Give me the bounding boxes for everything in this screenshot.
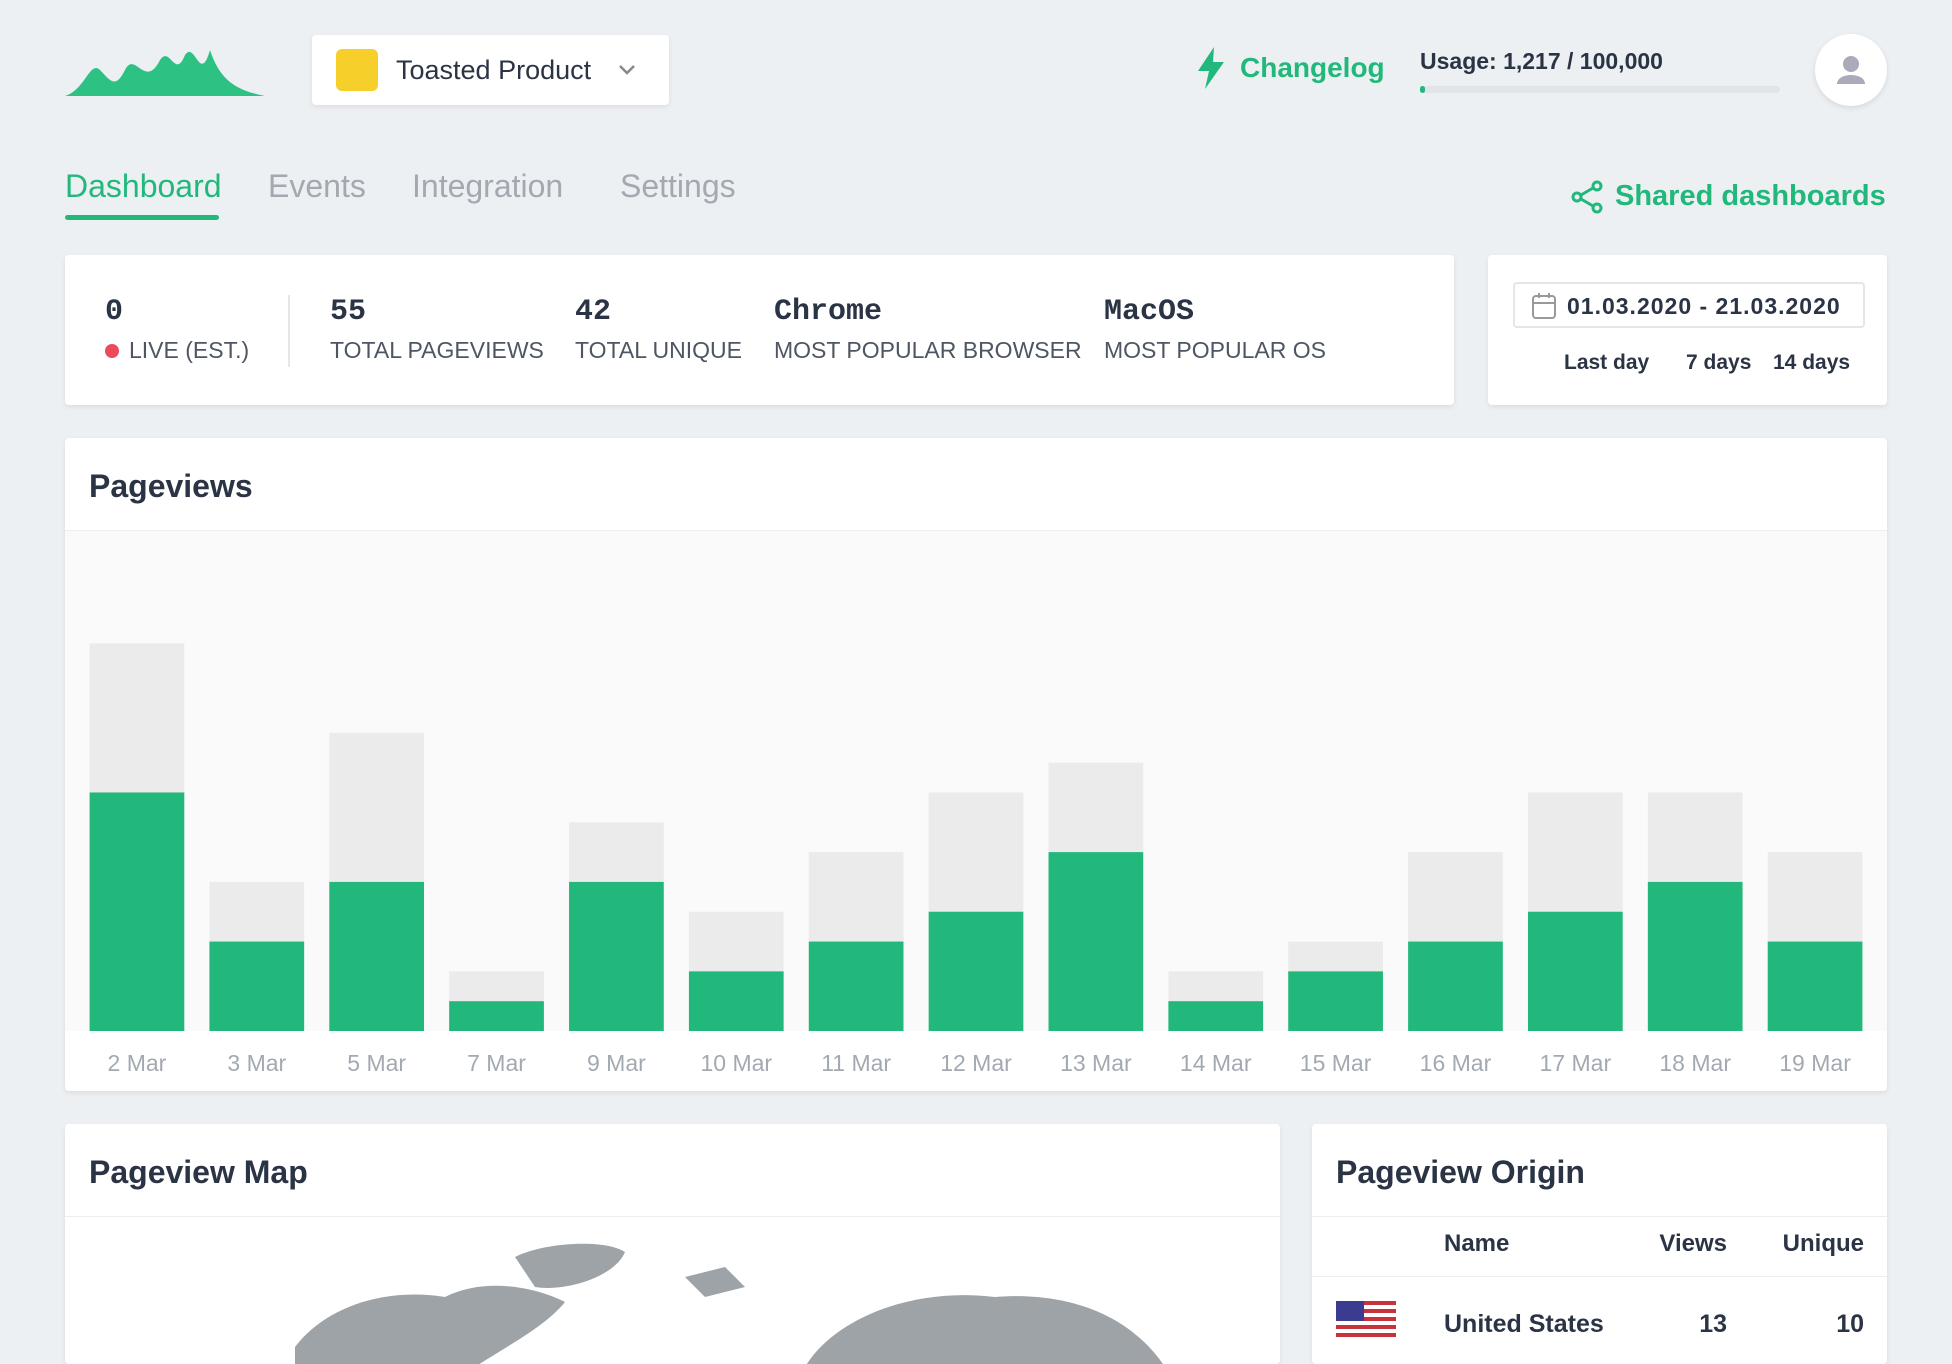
share-icon [1571,180,1603,214]
product-dropdown[interactable]: Toasted Product [312,35,669,105]
bar [89,792,185,1031]
usage-bar [1420,86,1425,93]
x-tick-label: 10 Mar [700,1050,772,1076]
bar [688,971,784,1031]
x-tick-label: 16 Mar [1420,1050,1492,1076]
nav-tab[interactable]: Events [268,168,366,204]
column-header: Unique [1782,1230,1864,1257]
bar [808,941,904,1031]
chevron [619,65,635,75]
usage-track [1420,86,1780,93]
bar [329,881,425,1031]
bar [1527,911,1623,1031]
nav-tab[interactable]: Settings [620,168,736,204]
nav-tab[interactable]: Dashboard [65,168,222,204]
map-card: Pageview Map [65,1124,1280,1364]
cell: United States [1444,1310,1604,1338]
bar [928,911,1024,1031]
stat-value: MacOS [1104,295,1195,329]
stat-value: 0 [105,295,124,329]
stat-label: TOTAL PAGEVIEWS [330,337,544,363]
usage-text: Usage: 1,217 / 100,000 [1420,48,1663,74]
bar [1288,971,1383,1031]
preset[interactable]: 14 days [1773,351,1851,374]
preset[interactable]: Last day [1564,351,1650,374]
x-tick-label: 11 Mar [821,1050,891,1076]
stat-label: MOST POPULAR OS [1104,337,1326,363]
bar [209,941,305,1031]
date-range-text: 01.03.2020 - 21.03.2020 [1567,293,1841,319]
x-tick-label: 14 Mar [1180,1050,1252,1076]
x-tick-label: 18 Mar [1659,1050,1731,1076]
chart-title: Pageviews [89,468,253,504]
bolt-icon [1198,47,1224,89]
stat-label: MOST POPULAR BROWSER [774,337,1082,363]
bar [1647,881,1743,1031]
live-dot [105,344,119,358]
preset[interactable]: 7 days [1686,351,1752,374]
x-tick-label: 9 Mar [587,1050,646,1076]
stats-card: 0 LIVE (EST.) 55 TOTAL PAGEVIEWS 42 TOTAL UNI… [65,255,1454,405]
chart: 2 Mar 3 Mar 5 Mar 7 Mar 9 Mar 10 Mar 11 Mar 12 … [65,531,1887,1076]
chart-card: Pageviews 2 Mar 3 Mar 5 Mar 7 Mar 9 Mar 10 Ma… [65,438,1887,1091]
nav-tab[interactable]: Integration [412,168,564,204]
bar [449,1001,544,1031]
x-tick-label: 5 Mar [347,1050,406,1076]
stat-value: 55 [330,295,367,329]
x-tick-label: 7 Mar [467,1050,526,1076]
divider [288,295,290,367]
x-tick-label: 3 Mar [227,1050,286,1076]
x-tick-label: 19 Mar [1779,1050,1851,1076]
bar [569,881,664,1031]
bar [1408,941,1503,1031]
tab-underline [65,215,219,220]
x-tick-label: 17 Mar [1540,1050,1612,1076]
shared-dashboards[interactable]: Shared dashboards [1615,180,1886,212]
origin-card: Pageview Origin Name Views Unique United St… [1312,1124,1887,1364]
column-header: Views [1659,1230,1727,1257]
date-range[interactable]: 01.03.2020 - 21.03.2020 [1513,282,1865,328]
bar [1168,1001,1264,1031]
product-icon [336,49,378,91]
x-tick-label: 2 Mar [108,1050,167,1076]
cell: 13 [1699,1310,1727,1338]
stat-label: LIVE (EST.) [129,337,250,363]
flag [1336,1301,1396,1341]
stat-label: TOTAL UNIQUE [575,337,742,363]
product-name: Toasted Product [396,55,592,85]
column-header: Name [1444,1230,1510,1257]
stat-value: 42 [575,295,612,329]
stat-value: Chrome [774,295,883,329]
x-tick-label: 15 Mar [1300,1050,1372,1076]
bar [1048,852,1144,1031]
changelog-link[interactable]: Changelog [1240,52,1385,83]
x-tick-label: 12 Mar [940,1050,1012,1076]
cell: 10 [1836,1310,1864,1338]
logo [65,50,265,96]
bar [1767,941,1863,1031]
origin-title: Pageview Origin [1336,1154,1585,1190]
map-title: Pageview Map [89,1154,308,1190]
x-tick-label: 13 Mar [1060,1050,1132,1076]
avatar[interactable] [1815,34,1887,106]
date-card: 01.03.2020 - 21.03.2020 Last day 7 days 14… [1488,255,1887,405]
